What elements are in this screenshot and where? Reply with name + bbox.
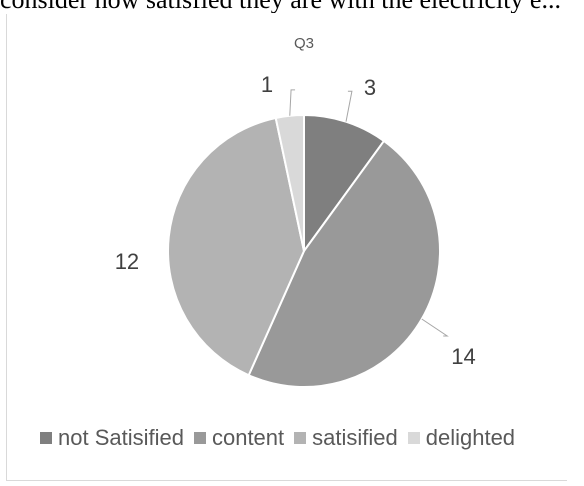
- chart-legend: not Satisified content satisified delighted: [40, 424, 525, 452]
- legend-item-not-satisified: not Satisified: [40, 425, 184, 451]
- leader-line-content: [421, 318, 449, 337]
- data-label-content: 14: [451, 344, 475, 369]
- legend-swatch-content: [193, 432, 206, 444]
- data-label-not-satisified: 3: [364, 75, 376, 100]
- chart-title: Q3: [294, 35, 314, 52]
- legend-label-content: content: [211, 425, 285, 450]
- chart-area: [6, 14, 567, 481]
- legend-label-satisified: satisified: [312, 425, 398, 450]
- legend-swatch-delighted: [407, 432, 420, 444]
- legend-label-not-satisified: not Satisified: [58, 425, 184, 450]
- legend-item-satisified: satisified: [294, 425, 398, 451]
- legend-item-content: content: [193, 425, 285, 451]
- legend-item-delighted: delighted: [407, 425, 516, 451]
- pie-slice-not-satisified: [303, 113, 386, 255]
- data-label-delighted: 1: [261, 72, 273, 97]
- data-label-satisified: 12: [115, 249, 139, 274]
- legend-swatch-satisified: [294, 432, 307, 444]
- legend-swatch-not-satisified: [40, 432, 52, 444]
- legend-label-delighted: delighted: [425, 425, 516, 450]
- pie-slice-delighted: [274, 113, 305, 252]
- leader-line-not-satisified: [345, 90, 353, 122]
- pie-slice-content: [247, 139, 441, 388]
- top-caption-text: consider how satisfied they are with the…: [0, 0, 584, 13]
- leader-line-delighted: [289, 89, 296, 116]
- pie-slice-satisified: [167, 116, 306, 377]
